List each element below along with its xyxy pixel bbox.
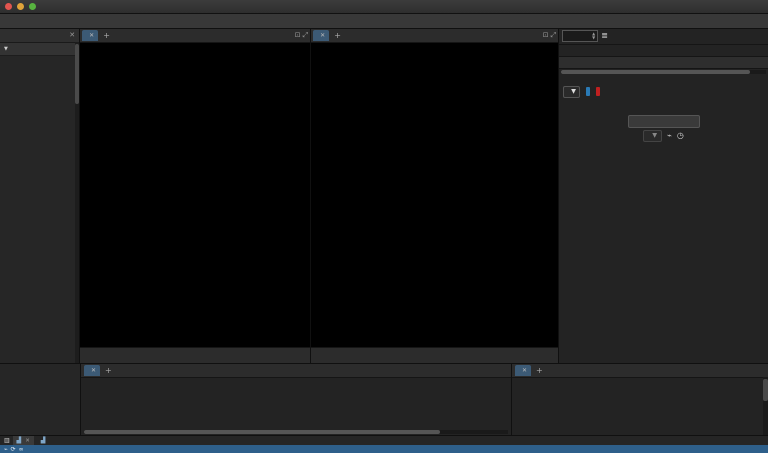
- dom-panel: ▲ ▼ ≣ ▼: [559, 28, 768, 363]
- sidebar-scrollbar[interactable]: [75, 41, 80, 363]
- chart2-panel: ✕ + ⊡ ⤢: [311, 28, 560, 363]
- chart1-canvas[interactable]: [80, 43, 310, 347]
- console-icon[interactable]: ▥: [4, 436, 10, 444]
- close-panel-icon[interactable]: ✕: [69, 31, 76, 40]
- menu-icon[interactable]: ≣: [601, 31, 608, 41]
- new-tab-button[interactable]: +: [334, 30, 341, 40]
- main-toolbar: [0, 14, 768, 29]
- tab-chart1[interactable]: ✕: [82, 29, 99, 41]
- tab-home[interactable]: ▟ ✕: [12, 436, 34, 446]
- sidebar-bottom: [0, 363, 81, 436]
- tab-chart2[interactable]: ✕: [313, 29, 330, 41]
- window-mode-icon[interactable]: ⊡: [542, 31, 549, 40]
- tab-watchlist[interactable]: ✕: [84, 364, 101, 376]
- refresh-icon[interactable]: ⟳: [10, 445, 16, 453]
- chart-icon: ▟: [40, 437, 46, 445]
- chart1-panel: ✕ + ⊡ ⤢: [80, 28, 312, 363]
- new-tab-button[interactable]: +: [536, 365, 543, 375]
- signal-icon: ⌁: [4, 445, 8, 453]
- close-tab-icon[interactable]: ✕: [91, 366, 97, 374]
- maximize-panel-icon[interactable]: ⤢: [302, 31, 309, 40]
- watchlist-scrollbar[interactable]: [84, 430, 508, 435]
- close-tab-icon[interactable]: ✕: [320, 31, 326, 39]
- gauges-scrollbar[interactable]: [763, 376, 768, 436]
- new-tab-button[interactable]: +: [103, 30, 110, 40]
- bottom-area: ✕ + ✕ +: [0, 362, 768, 436]
- quantity-stepper[interactable]: ▲ ▼: [562, 30, 599, 43]
- tab-charts[interactable]: ▟: [37, 436, 52, 445]
- window-titlebar: [0, 0, 768, 15]
- close-tab-icon[interactable]: ✕: [89, 31, 95, 39]
- time-icon[interactable]: ◷: [676, 130, 684, 140]
- tab-gauges[interactable]: ✕: [515, 364, 532, 376]
- status-bar: ⌁ ⟳ ∞: [0, 445, 768, 453]
- section-general[interactable]: ▼: [0, 42, 80, 56]
- link-icon: ∞: [18, 445, 24, 453]
- minimize-window-icon[interactable]: [17, 3, 24, 11]
- watchlist-panel: ✕ +: [81, 363, 512, 436]
- close-window-icon[interactable]: [5, 3, 12, 11]
- account-select[interactable]: ▼: [563, 85, 581, 98]
- bracket-select[interactable]: ▼: [643, 129, 663, 142]
- chevron-down-icon: ▼: [4, 45, 8, 52]
- gauges-panel: ✕ +: [512, 363, 768, 436]
- workspace-tabbar: ▥ ▟ ✕ ▟: [0, 435, 768, 446]
- maximize-panel-icon[interactable]: ⤢: [550, 31, 557, 40]
- attach-icon[interactable]: ⌁: [667, 130, 672, 140]
- main-area: ✕ ▼ ✕ + ⊡ ⤢: [0, 28, 768, 363]
- maximize-window-icon[interactable]: [29, 3, 36, 11]
- new-tab-button[interactable]: +: [105, 365, 112, 375]
- dom-scrollbar[interactable]: [561, 69, 766, 74]
- close-tab-icon[interactable]: ✕: [522, 366, 528, 374]
- chart-icon: ▟: [16, 437, 22, 445]
- reverse-button[interactable]: [627, 115, 700, 129]
- window-mode-icon[interactable]: ⊡: [294, 31, 301, 40]
- pl-value: [596, 87, 601, 97]
- position-value: [586, 87, 591, 97]
- chart2-canvas[interactable]: [311, 43, 558, 347]
- components-panel: ✕ ▼: [0, 28, 81, 363]
- close-tab-icon[interactable]: ✕: [25, 437, 30, 444]
